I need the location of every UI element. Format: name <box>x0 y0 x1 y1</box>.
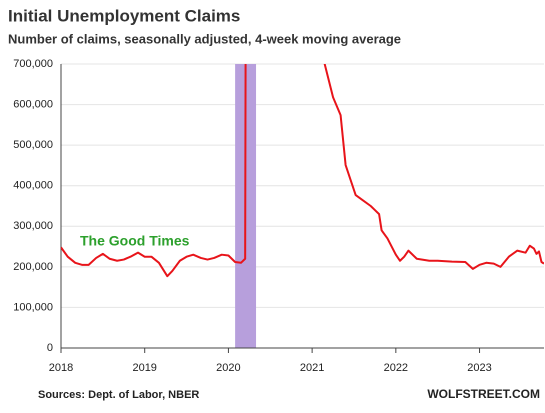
x-tick-label: 2020 <box>216 362 240 374</box>
y-tick-label: 0 <box>47 342 53 354</box>
y-tick-label: 100,000 <box>13 301 53 313</box>
y-tick-label: 600,000 <box>13 98 53 110</box>
x-tick-label: 2018 <box>49 362 73 374</box>
y-tick-label: 200,000 <box>13 261 53 273</box>
source: Sources: Dept. of Labor, NBER <box>38 389 199 401</box>
y-tick-label: 400,000 <box>13 180 53 192</box>
brand: WOLFSTREET.COM <box>427 387 540 401</box>
y-tick-label: 500,000 <box>13 139 53 151</box>
x-tick-label: 2023 <box>467 362 491 374</box>
x-tick-label: 2022 <box>384 362 408 374</box>
x-tick-label: 2021 <box>300 362 324 374</box>
annotation: The Good Times <box>80 233 190 249</box>
chart-title: Initial Unemployment Claims <box>8 6 240 25</box>
y-tick-label: 300,000 <box>13 220 53 232</box>
line-series <box>61 64 544 278</box>
x-tick-label: 2019 <box>132 362 156 374</box>
y-tick-label: 700,000 <box>13 58 53 70</box>
chart-subtitle: Number of claims, seasonally adjusted, 4… <box>8 31 401 46</box>
